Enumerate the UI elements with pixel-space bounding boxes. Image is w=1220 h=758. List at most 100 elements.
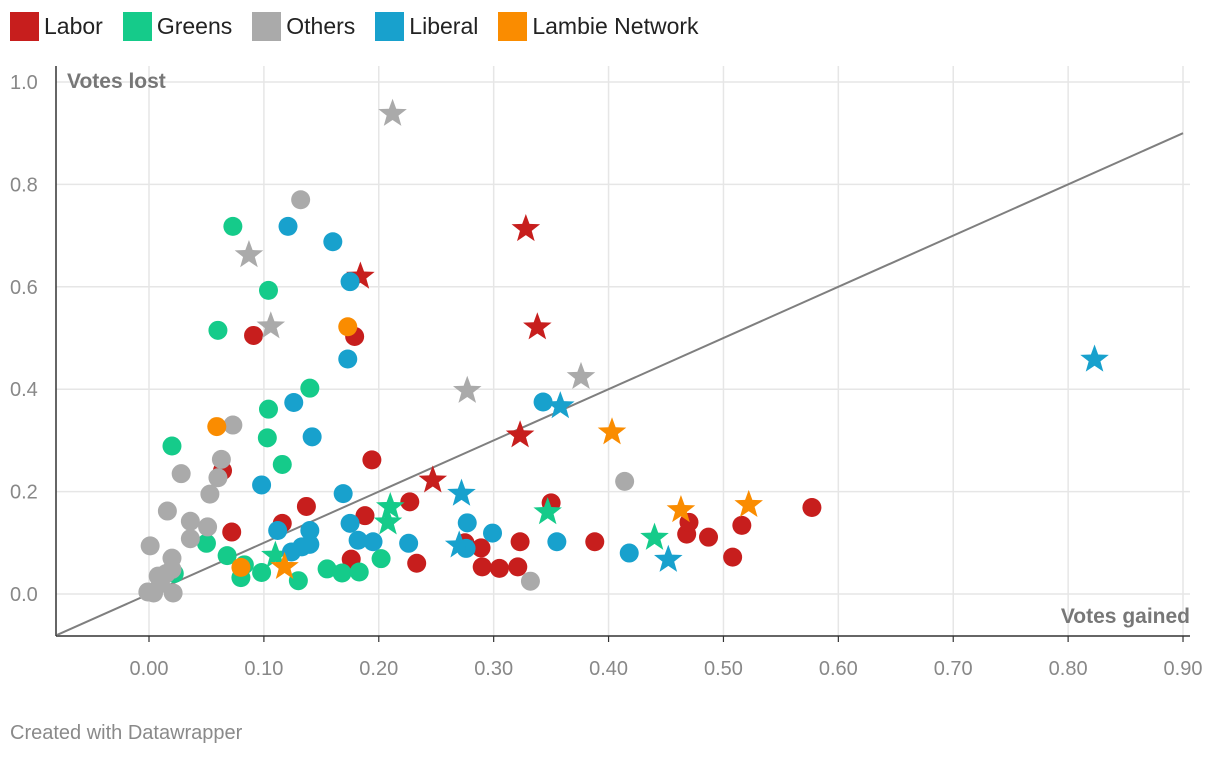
legend-item[interactable]: Others [252, 12, 355, 41]
reference-line [56, 132, 1184, 636]
data-point [699, 527, 719, 547]
data-point-star [256, 311, 286, 339]
x-tick-label: 0.80 [1049, 658, 1088, 680]
data-point-star [505, 420, 535, 448]
legend-item[interactable]: Labor [10, 12, 103, 41]
data-point [252, 475, 272, 495]
data-point [198, 517, 218, 537]
x-tick-label: 0.50 [704, 658, 743, 680]
series-others [138, 98, 635, 603]
legend-label: Liberal [409, 13, 479, 39]
data-point [223, 415, 243, 435]
data-point [371, 549, 391, 569]
data-point [278, 216, 298, 236]
data-point [338, 317, 358, 337]
legend-item[interactable]: Lambie Network [498, 12, 699, 41]
data-point-star [447, 478, 476, 506]
x-tick-label: 0.90 [1164, 658, 1203, 680]
data-point-star [597, 417, 627, 445]
data-point [292, 537, 312, 557]
legend-item[interactable]: Greens [122, 12, 233, 41]
data-point-star [270, 551, 299, 579]
data-point [332, 563, 352, 583]
data-point [180, 511, 200, 531]
legend: Labor Greens Others Liberal Lambie Network [10, 12, 719, 41]
data-point [258, 399, 278, 419]
series-labor [213, 213, 822, 578]
data-point-star [546, 391, 575, 419]
data-point [162, 436, 182, 456]
data-point-star [666, 495, 696, 523]
y-tick-label: 0.6 [10, 277, 38, 299]
x-tick-label: 0.70 [934, 658, 973, 680]
data-point [162, 559, 182, 579]
x-tick-label: 0.30 [474, 658, 513, 680]
data-point [244, 325, 264, 345]
data-point [208, 320, 228, 340]
data-point-star [346, 261, 375, 289]
data-point [483, 523, 503, 543]
data-point-star [444, 530, 474, 558]
legend-label: Greens [156, 13, 233, 39]
data-point [272, 454, 292, 474]
data-point-star [234, 240, 264, 268]
data-point [348, 530, 368, 550]
data-point [268, 521, 288, 541]
data-point-star [654, 544, 683, 572]
data-point [457, 513, 477, 533]
data-point [171, 464, 191, 484]
x-tick-label: 0.40 [589, 658, 628, 680]
data-point-star [533, 497, 562, 525]
series-lambie-network [207, 317, 763, 579]
x-tick-label: 0.10 [244, 658, 283, 680]
data-point-star [734, 489, 763, 518]
data-point-star [261, 540, 290, 568]
data-point [291, 190, 311, 210]
y-tick-label: 0.0 [10, 584, 38, 606]
y-tick-label: 0.8 [10, 174, 38, 196]
data-point [288, 571, 308, 591]
data-point [508, 557, 528, 577]
data-point [400, 492, 420, 512]
data-point [222, 522, 242, 542]
data-point [338, 349, 358, 369]
data-point [257, 428, 277, 448]
data-point [296, 496, 316, 516]
x-tick-label: 0.20 [359, 658, 398, 680]
gridlines [56, 66, 1190, 636]
data-point [333, 484, 353, 504]
data-point [223, 216, 243, 236]
data-point [340, 272, 360, 292]
data-point [547, 532, 567, 552]
data-point [619, 543, 639, 563]
data-point [399, 533, 419, 553]
data-point [284, 393, 304, 413]
data-point [472, 557, 492, 577]
data-point [340, 513, 360, 533]
data-point-star [418, 465, 448, 493]
data-point [252, 562, 272, 582]
data-point-star [1080, 344, 1109, 372]
scatter-chart: 0.00 0.10 0.20 0.30 0.40 0.50 0.60 0.70 0.80 0.90… [10, 66, 1203, 680]
x-tick-label: 0.60 [819, 658, 858, 680]
series-liberal [252, 216, 1109, 572]
data-point [802, 497, 822, 517]
footer-credit[interactable]: Created with Datawrapper [10, 722, 243, 744]
data-point [163, 583, 183, 603]
data-point [211, 449, 231, 469]
data-point-star [452, 375, 482, 403]
legend-swatch [10, 12, 39, 41]
data-point [200, 484, 220, 504]
data-point [302, 427, 322, 447]
data-point [471, 538, 491, 558]
data-point-star [373, 507, 403, 535]
legend-swatch [122, 12, 152, 41]
data-point [585, 532, 605, 552]
data-point [207, 417, 227, 437]
legend-item[interactable]: Liberal [375, 12, 478, 41]
data-point-star [376, 491, 405, 520]
x-tick-label: 0.00 [130, 658, 169, 680]
legend-swatch [252, 12, 282, 41]
y-tick-label: 0.4 [10, 379, 38, 401]
data-point [208, 468, 228, 488]
